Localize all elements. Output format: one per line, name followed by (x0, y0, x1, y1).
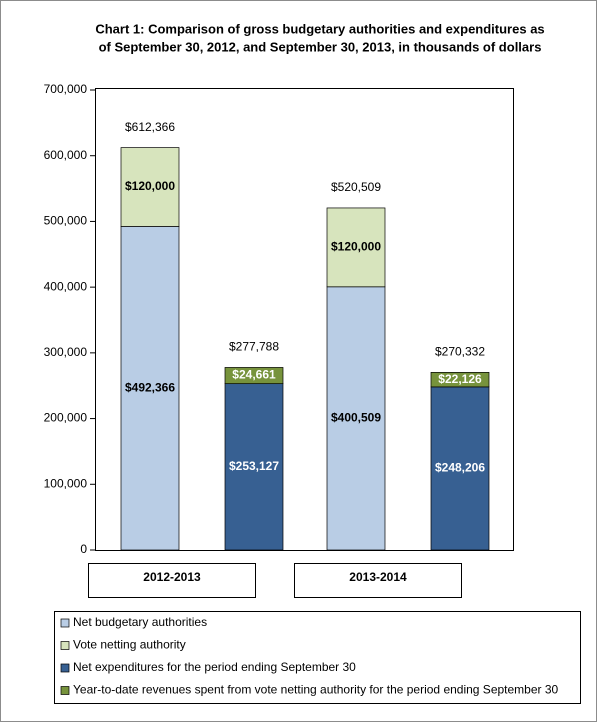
legend-label: Net budgetary authorities (73, 615, 207, 629)
legend-swatch (60, 663, 70, 673)
bar-segment (430, 372, 490, 388)
legend-label: Net expenditures for the period ending S… (73, 660, 356, 674)
category-box (294, 563, 462, 598)
bar-segment (326, 207, 386, 288)
y-tick-label: 200,000 (44, 411, 88, 425)
bar-segment (224, 367, 284, 385)
y-tick-label: 400,000 (44, 279, 88, 293)
bar-segment (326, 286, 386, 551)
bar-segment (430, 386, 490, 551)
total-label: $277,788 (229, 340, 279, 354)
data-label: $248,206 (435, 461, 485, 475)
chart-title: of September 30, 2012, and September 30,… (99, 39, 542, 54)
y-tick-label: 700,000 (44, 82, 88, 96)
data-label: $24,661 (232, 368, 276, 382)
legend-label: Year-to-date revenues spent from vote ne… (73, 683, 559, 697)
y-tick-label: 100,000 (44, 476, 88, 490)
bar-segment (120, 226, 180, 551)
data-label: $120,000 (331, 240, 381, 254)
x-tick-label: 2012-2013 (143, 570, 201, 584)
y-tick-label: 0 (80, 542, 87, 556)
chart-title: Chart 1: Comparison of gross budgetary a… (95, 21, 544, 36)
y-tick-label: 500,000 (44, 214, 88, 228)
legend-label: Vote netting authority (73, 638, 186, 652)
total-label: $520,509 (331, 180, 381, 194)
data-label: $120,000 (125, 179, 175, 193)
data-label: $22,126 (438, 372, 482, 386)
legend-swatch (60, 686, 70, 695)
legend-swatch (60, 641, 70, 650)
legend-swatch (60, 618, 70, 628)
total-label: $270,332 (435, 345, 485, 359)
y-tick-label: 300,000 (44, 345, 88, 359)
data-label: $492,366 (125, 380, 175, 394)
x-tick-label: 2013-2014 (349, 570, 407, 584)
category-box (88, 563, 256, 598)
total-label: $612,366 (125, 120, 175, 134)
bar-segment (120, 147, 180, 227)
data-label: $253,127 (229, 459, 279, 473)
y-tick-label: 600,000 (44, 148, 88, 162)
legend (54, 611, 581, 704)
data-label: $400,509 (331, 411, 381, 425)
